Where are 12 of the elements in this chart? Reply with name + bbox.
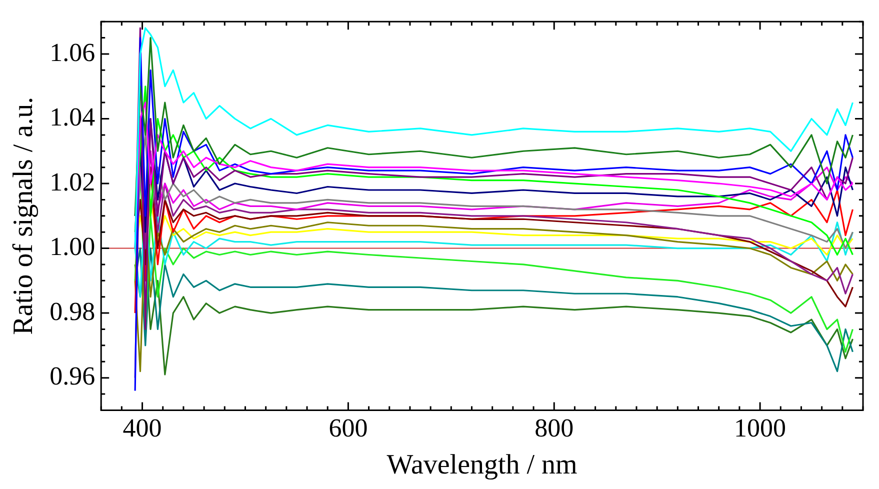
x-tick-label: 400: [122, 414, 162, 443]
y-tick-label: 1.02: [50, 167, 96, 196]
y-tick-label: 1.00: [50, 232, 96, 262]
x-tick-label: 1000: [734, 414, 786, 443]
y-tick-label: 1.06: [50, 38, 96, 67]
x-tick-label: 600: [328, 414, 368, 443]
y-axis-title: Ratio of signals / a.u.: [8, 96, 40, 335]
y-tick-label: 0.96: [50, 362, 96, 391]
y-tick-label: 0.98: [50, 296, 96, 326]
x-axis-title: Wavelength / nm: [386, 450, 578, 481]
y-tick-label: 1.04: [50, 102, 96, 132]
x-tick-label: 800: [534, 414, 574, 443]
